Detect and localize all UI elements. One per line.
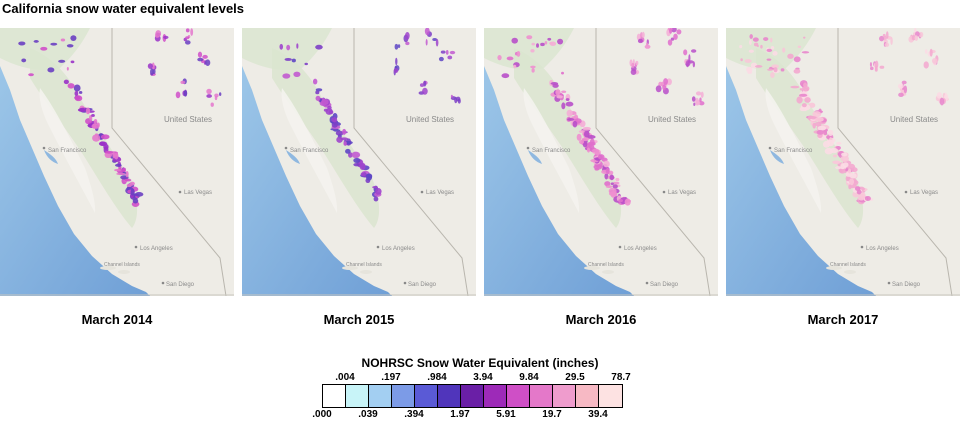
label-united-states: United States: [406, 115, 454, 124]
legend-swatch: [484, 385, 507, 407]
map-caption-2015: March 2015: [323, 312, 395, 327]
ocean: [726, 66, 876, 296]
page-title: California snow water equivalent levels: [2, 1, 245, 16]
label-san-diego: San Diego: [166, 282, 195, 288]
label-channel-islands: Channel Islands: [830, 262, 866, 268]
snow-map-2016: United States San Francisco Las Vegas Los A…: [484, 28, 718, 296]
legend-tick-label: .000: [312, 409, 332, 420]
legend-swatch: [323, 385, 346, 407]
label-los-angeles: Los Angeles: [624, 246, 657, 252]
label-los-angeles: Los Angeles: [866, 246, 899, 252]
label-united-states: United States: [164, 115, 212, 124]
label-channel-islands: Channel Islands: [588, 262, 624, 268]
legend-swatch: [507, 385, 530, 407]
legend-tick-label: .394: [404, 409, 424, 420]
label-san-francisco: San Francisco: [774, 148, 813, 154]
legend-tick-label: 19.7: [542, 409, 562, 420]
legend-swatch: [438, 385, 461, 407]
legend-tick-label: .004: [335, 372, 355, 383]
state-border: [111, 28, 227, 296]
ocean: [484, 66, 634, 296]
legend-tick-label: 9.84: [519, 372, 539, 383]
state-border: [595, 28, 711, 296]
ocean: [242, 66, 392, 296]
label-san-francisco: San Francisco: [48, 148, 87, 154]
legend-tick-label: 78.7: [611, 372, 631, 383]
snow-map-2015: United States San Francisco Las Vegas Los A…: [242, 28, 476, 296]
label-las-vegas: Las Vegas: [910, 190, 938, 196]
legend-title: NOHRSC Snow Water Equivalent (inches): [361, 356, 599, 370]
legend-swatch: [369, 385, 392, 407]
legend-color-scale: [322, 384, 623, 408]
legend-tick-label: 1.97: [450, 409, 470, 420]
map-caption-2017: March 2017: [807, 312, 879, 327]
snow-cover: [18, 28, 222, 207]
map-canvas: United States San Francisco Las Vegas Los A…: [726, 28, 960, 296]
legend-swatch: [599, 385, 622, 407]
ocean: [0, 66, 150, 296]
label-san-diego: San Diego: [408, 282, 437, 288]
state-border: [353, 28, 469, 296]
label-san-diego: San Diego: [892, 282, 921, 288]
label-united-states: United States: [890, 115, 938, 124]
legend-tick-label: 5.91: [496, 409, 516, 420]
map-caption-2016: March 2016: [565, 312, 637, 327]
legend-swatch: [346, 385, 369, 407]
legend-tick-label: 29.5: [565, 372, 585, 383]
snow-cover: [497, 28, 705, 206]
legend-tick-label: .039: [358, 409, 378, 420]
legend-swatch: [530, 385, 553, 407]
label-san-francisco: San Francisco: [532, 148, 571, 154]
map-caption-2014: March 2014: [81, 312, 153, 327]
snow-cover: [279, 28, 461, 202]
label-channel-islands: Channel Islands: [346, 262, 382, 268]
label-san-francisco: San Francisco: [290, 148, 329, 154]
map-canvas: United States San Francisco Las Vegas Los A…: [0, 28, 234, 296]
label-channel-islands: Channel Islands: [104, 262, 140, 268]
label-los-angeles: Los Angeles: [140, 246, 173, 252]
legend-tick-label: 39.4: [588, 409, 608, 420]
snow-map-2014: United States San Francisco Las Vegas Los A…: [0, 28, 234, 296]
label-las-vegas: Las Vegas: [426, 190, 454, 196]
label-united-states: United States: [648, 115, 696, 124]
label-las-vegas: Las Vegas: [668, 190, 696, 196]
legend-tick-label: 3.94: [473, 372, 493, 383]
map-canvas: United States San Francisco Las Vegas Los A…: [484, 28, 718, 296]
label-las-vegas: Las Vegas: [184, 190, 212, 196]
map-canvas: United States San Francisco Las Vegas Los A…: [242, 28, 476, 296]
state-border: [837, 28, 953, 296]
legend-tick-label: .197: [381, 372, 401, 383]
label-san-diego: San Diego: [650, 282, 679, 288]
snow-map-2017: United States San Francisco Las Vegas Los A…: [726, 28, 960, 296]
legend-swatch: [392, 385, 415, 407]
legend-swatch: [576, 385, 599, 407]
legend-swatch: [461, 385, 484, 407]
legend-tick-label: .984: [427, 372, 447, 383]
label-los-angeles: Los Angeles: [382, 246, 415, 252]
snow-cover: [739, 28, 949, 205]
legend-swatch: [553, 385, 576, 407]
legend-swatch: [415, 385, 438, 407]
